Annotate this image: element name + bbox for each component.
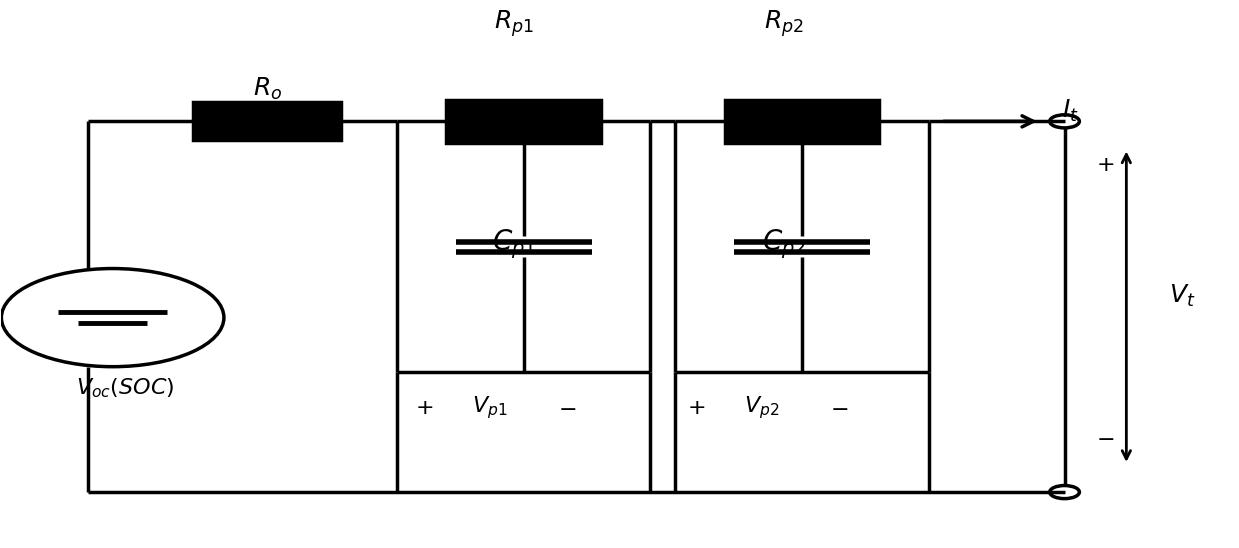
Text: $-$: $-$ <box>559 398 576 418</box>
Text: $V_{p1}$: $V_{p1}$ <box>472 394 508 421</box>
FancyBboxPatch shape <box>193 102 342 140</box>
Text: $R_{p2}$: $R_{p2}$ <box>764 8 804 38</box>
Text: $R_o$: $R_o$ <box>253 76 281 102</box>
Text: $+$: $+$ <box>1097 155 1114 175</box>
Text: $-$: $-$ <box>830 398 849 418</box>
Text: $C_{p2}$: $C_{p2}$ <box>762 227 805 261</box>
Text: $+$: $+$ <box>415 398 434 418</box>
Text: $C_{p1}$: $C_{p1}$ <box>492 227 536 261</box>
Text: $-$: $-$ <box>1097 427 1114 448</box>
Text: $R_{p1}$: $R_{p1}$ <box>494 8 534 38</box>
FancyBboxPatch shape <box>446 100 601 143</box>
Text: $I_t$: $I_t$ <box>1062 98 1079 123</box>
Text: $V_{p2}$: $V_{p2}$ <box>743 394 779 421</box>
Text: $V_{oc}(SOC)$: $V_{oc}(SOC)$ <box>76 376 175 400</box>
Text: $+$: $+$ <box>686 398 705 418</box>
FancyBboxPatch shape <box>725 100 880 143</box>
Text: $V_t$: $V_t$ <box>1168 283 1196 309</box>
